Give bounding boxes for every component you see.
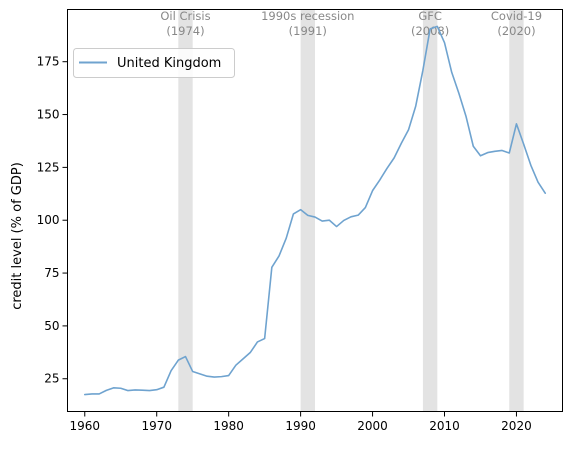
recession-name-label: Covid-19: [491, 9, 542, 23]
x-tick-label: 1980: [213, 419, 244, 433]
x-tick-label: 2000: [357, 419, 388, 433]
recession-year-label: (1991): [289, 24, 327, 38]
recession-year-label: (2020): [497, 24, 535, 38]
y-tick-label: 50: [44, 319, 59, 333]
legend-box: [73, 48, 235, 78]
y-tick-label: 25: [44, 372, 59, 386]
y-tick-label: 150: [37, 108, 60, 122]
legend-label: United Kingdom: [117, 56, 221, 71]
recession-labels: Oil Crisis(1974) 1990s recession(1991) GFC…: [160, 9, 542, 38]
x-tick-label: 1960: [69, 419, 100, 433]
y-axis-label: credit level (% of GDP): [10, 162, 25, 310]
plot-frame: [67, 9, 563, 412]
recession-name-label: GFC: [418, 9, 442, 23]
x-tick-label: 2010: [429, 419, 460, 433]
y-tick-label: 75: [44, 266, 59, 280]
y-tick-label: 100: [37, 213, 60, 227]
recession-band: [509, 9, 524, 412]
recession-bands: [178, 9, 524, 412]
recession-name-label: Oil Crisis: [160, 9, 210, 23]
x-tick-label: 1970: [141, 419, 172, 433]
legend: United Kingdom: [73, 48, 235, 78]
recession-band: [300, 9, 315, 412]
recession-name-label: 1990s recession: [261, 9, 354, 23]
recession-band: [178, 9, 193, 412]
series-line-0: [83, 25, 547, 396]
recession-year-label: (1974): [166, 24, 204, 38]
x-tick-label: 2020: [501, 419, 532, 433]
x-axis: 1960 1970 1980 1990 2000 2010 2020: [69, 411, 532, 433]
x-tick-label: 1990: [285, 419, 316, 433]
y-axis: 25 50 75 100 125 150 175: [37, 55, 68, 386]
y-tick-label: 125: [37, 160, 60, 174]
y-tick-label: 175: [37, 55, 60, 69]
recession-band: [422, 9, 438, 412]
series-lines: [83, 25, 547, 396]
